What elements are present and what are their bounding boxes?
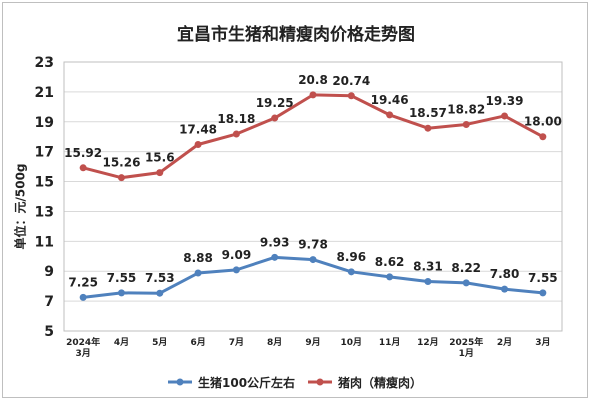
- data-label: 18.00: [524, 115, 562, 129]
- data-label: 19.46: [371, 93, 409, 107]
- y-tick-label: 5: [44, 324, 54, 340]
- data-label: 18.18: [217, 112, 255, 126]
- data-label: 9.09: [222, 248, 252, 262]
- x-tick-label: 11月: [379, 337, 401, 348]
- x-tick-label: 12月: [417, 337, 439, 348]
- data-point: [462, 279, 470, 287]
- data-label: 7.55: [528, 271, 558, 285]
- data-point: [309, 256, 317, 264]
- data-point: [194, 140, 202, 148]
- data-point: [117, 289, 125, 297]
- legend-label: 猪肉（精瘦肉）: [337, 375, 422, 390]
- y-tick-label: 11: [35, 234, 54, 250]
- x-tick-label: 3月: [535, 337, 550, 348]
- data-point: [501, 285, 509, 293]
- y-tick-label: 23: [35, 55, 54, 71]
- data-label: 8.31: [413, 260, 443, 274]
- data-point: [156, 169, 164, 177]
- data-point: [309, 91, 317, 99]
- data-point: [386, 273, 394, 281]
- y-tick-label: 13: [35, 204, 54, 220]
- x-tick-label: 5月: [152, 337, 167, 348]
- data-point: [347, 92, 355, 100]
- data-label: 17.48: [179, 122, 217, 136]
- data-label: 15.92: [64, 146, 102, 160]
- y-tick-label: 19: [35, 115, 54, 131]
- data-point: [539, 289, 547, 297]
- data-label: 19.25: [256, 96, 294, 110]
- data-label: 7.25: [68, 275, 98, 289]
- y-tick-label: 17: [35, 145, 54, 161]
- data-point: [539, 133, 547, 141]
- data-point: [386, 111, 394, 119]
- data-label: 18.57: [409, 106, 447, 120]
- data-label: 15.26: [102, 156, 140, 170]
- data-point: [156, 289, 164, 297]
- x-tick-label: 7月: [229, 337, 244, 348]
- data-label: 18.82: [447, 102, 485, 116]
- data-label: 8.88: [183, 251, 213, 265]
- data-label: 19.39: [486, 94, 524, 108]
- data-label: 8.22: [451, 261, 481, 275]
- legend-marker: [176, 378, 184, 386]
- x-tick-label: 10月: [341, 337, 363, 348]
- legend-marker: [316, 378, 324, 386]
- x-tick-label: 2024年: [66, 336, 100, 348]
- plot-area: [63, 61, 563, 332]
- data-point: [271, 114, 279, 122]
- x-tick-label: 8月: [267, 337, 282, 348]
- data-label: 7.80: [490, 267, 520, 281]
- x-tick-label: 2025年: [449, 336, 483, 348]
- x-tick-label: 3月: [76, 348, 91, 359]
- data-point: [271, 253, 279, 261]
- data-point: [232, 130, 240, 138]
- data-label: 7.53: [145, 271, 175, 285]
- x-tick-label: 2月: [497, 337, 512, 348]
- y-tick-label: 15: [35, 175, 54, 191]
- data-label: 7.55: [107, 271, 137, 285]
- data-label: 15.6: [145, 151, 175, 165]
- data-label: 20.8: [298, 73, 328, 87]
- x-tick-label: 6月: [190, 337, 205, 348]
- data-point: [424, 278, 432, 286]
- data-point: [79, 164, 87, 172]
- data-point: [347, 268, 355, 276]
- data-point: [424, 124, 432, 132]
- x-tick-label: 1月: [459, 348, 474, 359]
- data-point: [501, 112, 509, 120]
- data-label: 20.74: [332, 74, 370, 88]
- chart-title: 宜昌市生猪和精瘦肉价格走势图: [177, 25, 415, 45]
- x-tick-label: 9月: [305, 337, 320, 348]
- data-label: 9.78: [298, 238, 328, 252]
- legend-label: 生猪100公斤左右: [198, 375, 295, 390]
- data-label: 8.62: [375, 255, 405, 269]
- y-tick-label: 21: [35, 85, 54, 101]
- data-point: [194, 269, 202, 277]
- y-tick-label: 7: [44, 294, 54, 310]
- y-tick-label: 9: [44, 264, 54, 280]
- data-point: [462, 120, 470, 128]
- chart-frame: [2, 2, 588, 398]
- data-label: 8.96: [337, 250, 367, 264]
- x-tick-label: 4月: [114, 337, 129, 348]
- data-label: 9.93: [260, 235, 290, 249]
- data-point: [117, 174, 125, 182]
- data-point: [232, 266, 240, 274]
- data-point: [79, 293, 87, 301]
